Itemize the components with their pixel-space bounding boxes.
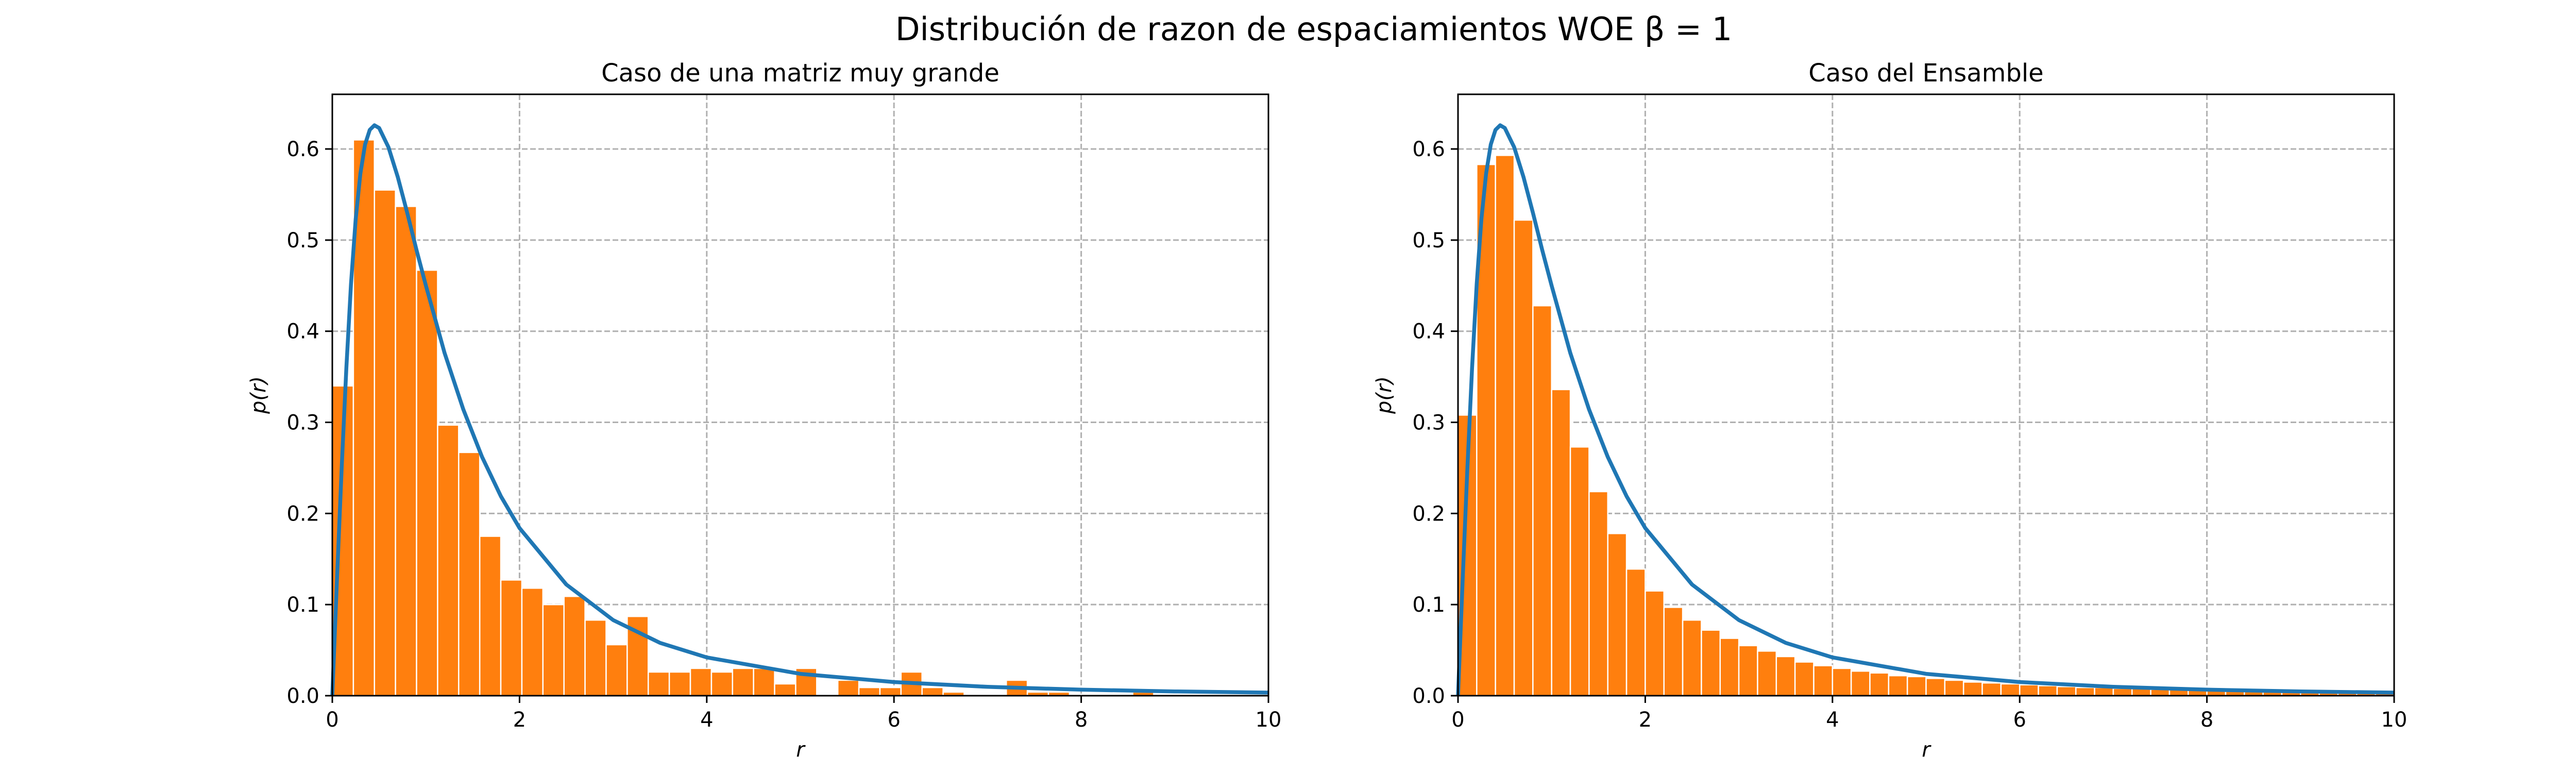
histogram-bar-6 <box>1569 446 1590 697</box>
histogram-bar-25 <box>858 686 881 697</box>
histogram-bar-7 <box>1588 491 1608 697</box>
histogram-bar-3 <box>1513 219 1534 697</box>
y-tick-label-2: 0.2 <box>1412 502 1445 526</box>
x-tick-label-3: 6 <box>2013 708 2026 732</box>
histogram-bar-21 <box>1850 670 1871 697</box>
x-tick-label-5: 10 <box>1256 708 1282 732</box>
chart-panel-right: 0 2 4 6 8 10 0.0 0.1 0.2 0.3 0.4 0.5 0.6 Caso del Ens… <box>1372 59 2407 762</box>
theory-curve <box>330 123 1269 696</box>
histogram-bar-19 <box>732 667 754 697</box>
y-tick-label-1: 0.1 <box>286 593 319 617</box>
histogram-bar-20 <box>753 667 775 697</box>
histogram-bar-12 <box>1682 619 1702 697</box>
histogram-bar-4 <box>1532 305 1552 697</box>
histogram-bar-8 <box>1607 533 1628 697</box>
histogram-bar-11 <box>1663 607 1684 697</box>
y-tick-label-0: 0.0 <box>286 684 319 708</box>
y-tick-label-0: 0.0 <box>1412 684 1445 708</box>
histogram-bar-30 <box>2019 684 2039 697</box>
histogram-bar-31 <box>2038 685 2058 697</box>
histogram-bar-15 <box>1738 645 1758 697</box>
x-tick-label-5: 10 <box>2381 708 2408 732</box>
histogram-bar-18 <box>710 671 734 697</box>
histogram-bar-32 <box>2056 686 2077 697</box>
histogram-bar-9 <box>1625 568 1646 697</box>
x-axis-label: r <box>1922 738 1931 762</box>
histogram-bar-7 <box>479 535 502 697</box>
histogram-bar-1 <box>352 139 376 697</box>
histogram-bar-27 <box>1962 681 1983 697</box>
histogram-bar-16 <box>668 671 691 697</box>
histogram-bar-4 <box>416 270 438 697</box>
histogram-bar-9 <box>521 587 544 697</box>
histogram-bar-35 <box>2112 687 2133 697</box>
x-tick-label-2: 4 <box>700 708 713 732</box>
histogram-bar-21 <box>774 683 796 697</box>
histogram-bar-12 <box>584 619 607 697</box>
histogram-bar-26 <box>1944 679 1964 697</box>
histogram-bar-28 <box>1981 682 2002 697</box>
axes-frame <box>331 93 1269 697</box>
histogram-bar-19 <box>1813 665 1834 697</box>
chart-title: Caso del Ensamble <box>1808 59 2043 88</box>
x-tick-label-3: 6 <box>887 708 900 732</box>
y-axis-label: p(r) <box>1372 376 1396 414</box>
histogram-bar-2 <box>1495 155 1515 697</box>
histogram-bar-10 <box>542 603 565 697</box>
histogram-bar-26 <box>879 686 902 697</box>
histogram-bar-25 <box>1925 678 1946 697</box>
y-tick-label-2: 0.2 <box>286 502 319 526</box>
histogram-bar-15 <box>647 671 670 697</box>
histogram-bar-8 <box>500 579 523 697</box>
x-tick-label-4: 8 <box>2200 708 2213 732</box>
x-tick-label-2: 4 <box>1826 708 1839 732</box>
histogram-bar-6 <box>458 451 481 697</box>
histogram-bar-24 <box>1906 676 1927 697</box>
histogram-bar-11 <box>563 596 586 697</box>
histogram-bar-13 <box>605 644 628 697</box>
histogram-bar-29 <box>2000 683 2021 697</box>
histogram-bar-28 <box>921 686 944 697</box>
histogram-bar-14 <box>1719 637 1740 697</box>
x-tick-label-1: 2 <box>513 708 526 732</box>
theory-curve <box>1456 123 2395 696</box>
y-tick-label-3: 0.3 <box>286 411 319 435</box>
x-tick-label-0: 0 <box>1451 708 1464 732</box>
axes-frame <box>1457 93 2395 697</box>
histogram-bar-3 <box>395 206 417 697</box>
y-axis-label: p(r) <box>247 376 270 414</box>
histogram-bar-22 <box>1869 672 1890 697</box>
histogram-bar-17 <box>1775 656 1796 697</box>
chart-title: Caso de una matriz muy grande <box>601 59 999 88</box>
x-tick-label-1: 2 <box>1639 708 1652 732</box>
histogram-bar-2 <box>374 189 396 697</box>
histogram-bar-16 <box>1757 650 1777 697</box>
histogram-bar-23 <box>1888 675 1908 697</box>
histogram-bar-24 <box>837 679 860 697</box>
histogram-bar-34 <box>2094 686 2114 697</box>
y-tick-label-1: 0.1 <box>1412 593 1445 617</box>
y-tick-label-4: 0.4 <box>1412 320 1445 344</box>
y-tick-label-4: 0.4 <box>286 320 319 344</box>
histogram-bar-10 <box>1645 590 1665 697</box>
x-tick-label-0: 0 <box>326 708 338 732</box>
x-tick-label-4: 8 <box>1075 708 1088 732</box>
histogram-bar-5 <box>1551 389 1571 697</box>
y-tick-label-3: 0.3 <box>1412 411 1445 435</box>
y-tick-label-5: 0.5 <box>1412 229 1445 253</box>
x-axis-label: r <box>796 738 806 762</box>
chart-panel-left: 0 2 4 6 8 10 0.0 0.1 0.2 0.3 0.4 0.5 0.6 Caso de una … <box>247 59 1281 762</box>
histogram-bar-18 <box>1794 661 1815 697</box>
histogram-bar-5 <box>437 424 460 697</box>
histogram-bar-17 <box>689 667 713 697</box>
y-tick-label-6: 0.6 <box>286 138 319 161</box>
figure-suptitle: Distribución de razon de espaciamientos … <box>895 10 1732 48</box>
histogram-bar-33 <box>2075 686 2095 697</box>
histogram-bar-13 <box>1701 629 1721 697</box>
y-tick-label-6: 0.6 <box>1412 138 1445 161</box>
histogram-bar-20 <box>1832 667 1852 697</box>
y-tick-label-5: 0.5 <box>286 229 319 253</box>
